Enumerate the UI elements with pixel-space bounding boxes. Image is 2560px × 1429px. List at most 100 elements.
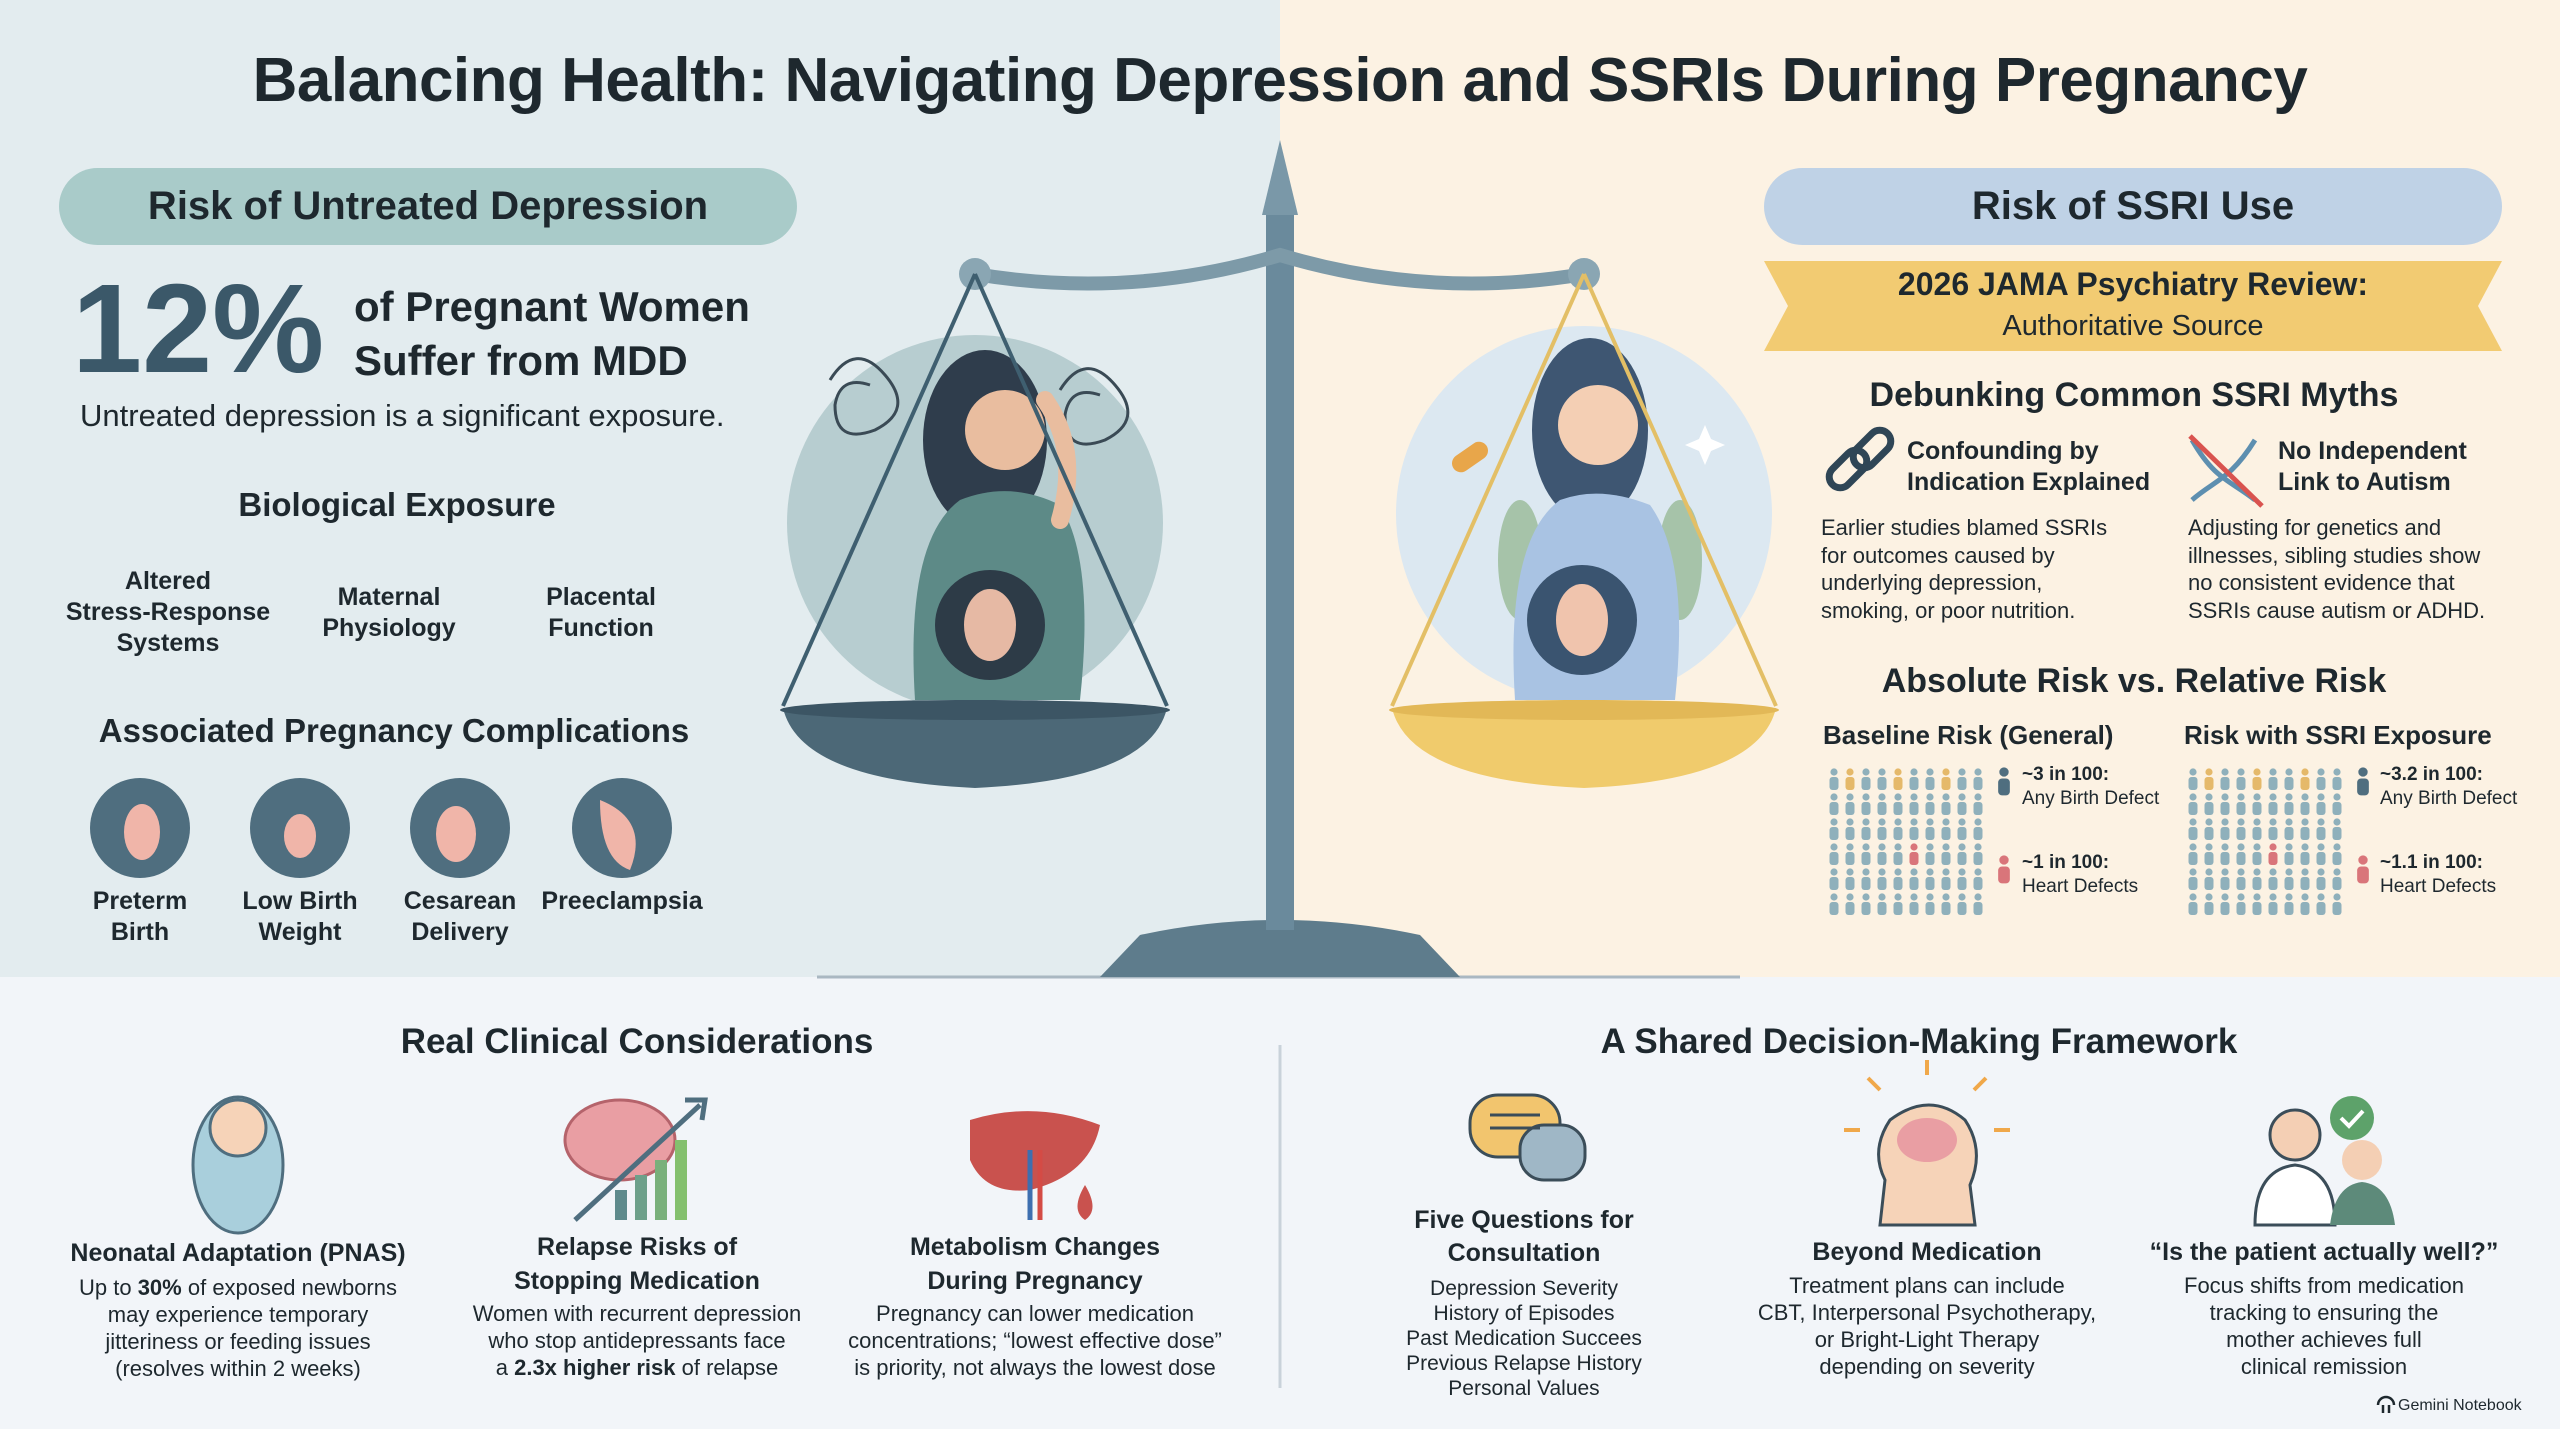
- arm: [1036, 391, 1077, 529]
- risk-rate: ~1.1 in 100:: [2380, 852, 2483, 873]
- person-body: [1829, 877, 1839, 890]
- calm-woman: [1451, 338, 1725, 700]
- card-title: Metabolism Changes During Pregnancy: [910, 1230, 1160, 1298]
- person-head: [1926, 893, 1934, 901]
- myth-title: Confounding by Indication Explained: [1907, 436, 2150, 498]
- person-body: [1845, 802, 1855, 815]
- placenta-icon: [600, 800, 636, 870]
- person-body: [2220, 802, 2230, 815]
- text-line: Depression Severity: [1430, 1277, 1618, 1300]
- person-head: [2221, 818, 2229, 826]
- person-head: [1942, 768, 1950, 776]
- text-line: no consistent evidence that: [2188, 570, 2455, 595]
- person-head: [2237, 893, 2245, 901]
- person-head: [1974, 868, 1982, 876]
- text-line: Five Questions for: [1414, 1206, 1634, 1234]
- text-line: mother achieves full: [2226, 1327, 2422, 1352]
- person-body: [2188, 852, 2198, 865]
- person-body: [2220, 852, 2230, 865]
- person-head: [1830, 793, 1838, 801]
- person-head: [1926, 818, 1934, 826]
- person-head: [2285, 843, 2293, 851]
- text-line: for outcomes caused by: [1821, 542, 2055, 568]
- person-head: [1894, 893, 1902, 901]
- person-body: [2204, 777, 2214, 790]
- person-body: [2236, 852, 2246, 865]
- person-body: [1893, 877, 1903, 890]
- person-head: [2253, 893, 2261, 901]
- person-body: [2284, 877, 2294, 890]
- page-title: Balancing Health: Navigating Depression …: [252, 46, 2308, 115]
- text-line: Maternal: [337, 583, 441, 611]
- person-head: [2333, 793, 2341, 801]
- person-head: [2333, 868, 2341, 876]
- person-body: [1877, 777, 1887, 790]
- person-body: [2332, 827, 2342, 840]
- link: [1825, 446, 1871, 492]
- person-body: [1925, 802, 1935, 815]
- person-head: [1862, 793, 1870, 801]
- person-head: [2253, 768, 2261, 776]
- person-body: [1909, 852, 1919, 865]
- dna-icon: [2188, 434, 2264, 508]
- person-head: [1999, 767, 2009, 777]
- text-line: clinical remission: [2240, 1354, 2408, 1379]
- strike: [2188, 434, 2264, 508]
- fetus: [964, 589, 1016, 661]
- text-line: a 2.3x higher risk of relapse: [473, 1354, 802, 1381]
- text-line: is priority, not always the lowest dose: [854, 1355, 1216, 1380]
- text-line: illnesses, sibling studies show: [2188, 542, 2481, 568]
- person-head: [2317, 793, 2325, 801]
- risk-rate: ~3 in 100:: [2022, 764, 2110, 785]
- person-body: [2357, 778, 2369, 796]
- subheading: Absolute Risk vs. Relative Risk: [1881, 662, 2387, 700]
- person-body: [1973, 827, 1983, 840]
- person-head: [1846, 843, 1854, 851]
- exposure-item: Placental Function: [546, 582, 656, 644]
- person-body: [1829, 827, 1839, 840]
- text-line: Past Medication Succees: [1406, 1327, 1642, 1350]
- person-body: [2252, 902, 2262, 915]
- text-line: Placental: [546, 583, 656, 611]
- check-circle: [2330, 1096, 2374, 1140]
- person-head: [1958, 868, 1966, 876]
- chain: [973, 273, 1169, 707]
- text-line: “Is the patient actually well?”: [2149, 1238, 2499, 1266]
- person-body: [2284, 852, 2294, 865]
- person-body: [1957, 902, 1967, 915]
- text-line: Systems: [116, 629, 220, 657]
- person-body: [1909, 877, 1919, 890]
- text-line: Cesarean: [403, 887, 517, 915]
- person-body: [2236, 877, 2246, 890]
- person-head: [2317, 818, 2325, 826]
- pan-rim: [780, 700, 1170, 720]
- person-head: [1910, 843, 1918, 851]
- risk-rate: ~1 in 100:: [2022, 852, 2110, 873]
- person-body: [1845, 827, 1855, 840]
- person-head: [1894, 868, 1902, 876]
- person-head: [1974, 793, 1982, 801]
- myth-title: No Independent Link to Autism: [2278, 436, 2467, 498]
- person-body: [1829, 802, 1839, 815]
- person-head: [2189, 768, 2197, 776]
- person-head: [1958, 893, 1966, 901]
- head-brain-icon: [1844, 1060, 2010, 1227]
- baby-icon: [191, 1095, 285, 1235]
- person-body: [2204, 802, 2214, 815]
- person-body: [1893, 827, 1903, 840]
- person-head: [1926, 768, 1934, 776]
- person-body: [1973, 852, 1983, 865]
- person-head: [1999, 855, 2009, 865]
- person-head: [1910, 768, 1918, 776]
- person-body: [1973, 802, 1983, 815]
- person-body: [2204, 877, 2214, 890]
- person-body: [1845, 877, 1855, 890]
- person-body: [1829, 852, 1839, 865]
- scale-pole: [1266, 210, 1294, 930]
- person-body: [1941, 777, 1951, 790]
- person-head: [2221, 793, 2229, 801]
- section-heading: A Shared Decision-Making Framework: [1600, 1022, 2238, 1061]
- person-body: [1925, 777, 1935, 790]
- person-head: [2333, 843, 2341, 851]
